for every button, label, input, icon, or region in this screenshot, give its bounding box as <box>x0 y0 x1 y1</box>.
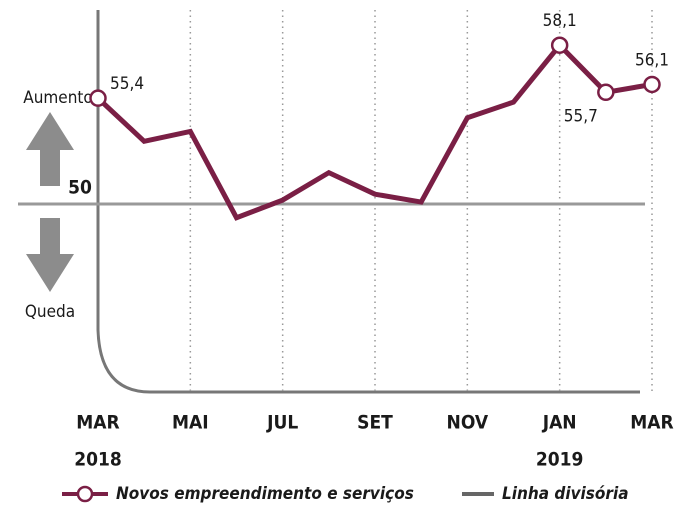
data-point <box>643 75 661 94</box>
up-arrow <box>26 112 74 186</box>
data-point <box>89 89 107 107</box>
legend-label: Novos empreendimento e serviços <box>116 484 414 504</box>
data-point <box>550 36 569 54</box>
legend: Novos empreendimento e serviços Linha di… <box>62 484 629 504</box>
x-tick-label: MAR <box>76 412 119 434</box>
x-tick-label: NOV <box>447 412 489 434</box>
x-tick-label: MAI <box>172 412 209 434</box>
annotation: Aumento <box>23 88 93 108</box>
x-sublabel: 2018 <box>74 449 122 471</box>
axis-decoration <box>96 10 640 394</box>
x-tick-label: MAR <box>630 412 673 434</box>
reference-label: 50 <box>68 177 92 199</box>
x-tick-label: SET <box>357 412 393 434</box>
x-tick-label: JUL <box>266 412 298 434</box>
annotation: Queda <box>25 302 75 322</box>
data-label: 55,7 <box>564 106 598 126</box>
data-label: 55,4 <box>110 74 144 94</box>
legend-label: Linha divisória <box>502 484 629 504</box>
down-arrow <box>26 218 74 292</box>
data-point <box>597 83 615 102</box>
data-label: 56,1 <box>635 50 669 70</box>
x-sublabel: 2019 <box>536 449 584 471</box>
legend-marker <box>76 485 94 503</box>
x-tick-label: JAN <box>542 412 577 434</box>
data-label: 58,1 <box>543 11 577 31</box>
